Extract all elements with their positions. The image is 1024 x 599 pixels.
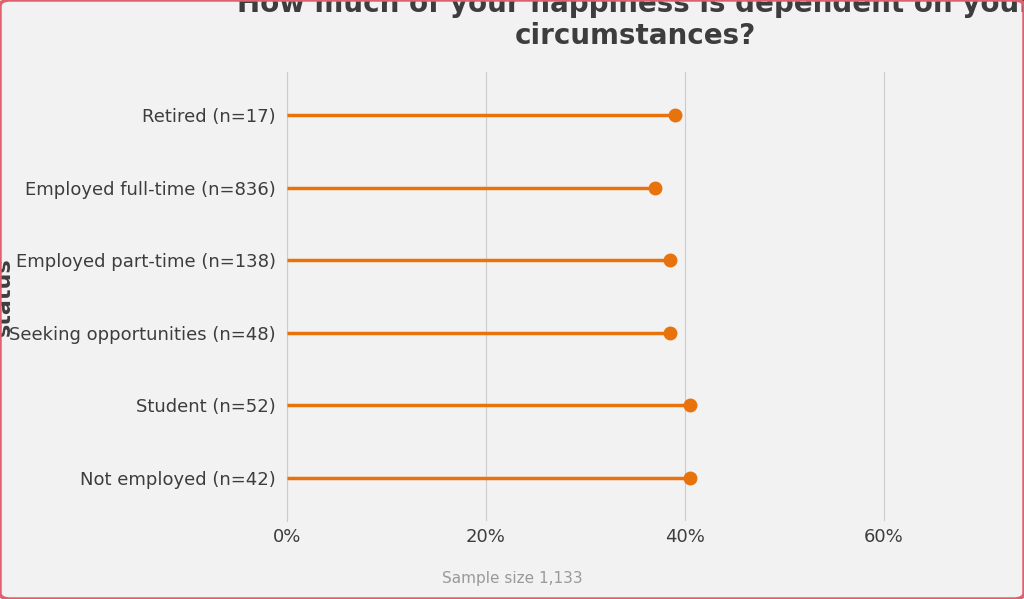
Text: Sample size 1,133: Sample size 1,133 — [441, 571, 583, 586]
Y-axis label: Employment
status: Employment status — [0, 218, 14, 375]
Title: How much of your happiness is dependent on your
circumstances?: How much of your happiness is dependent … — [237, 0, 1024, 50]
